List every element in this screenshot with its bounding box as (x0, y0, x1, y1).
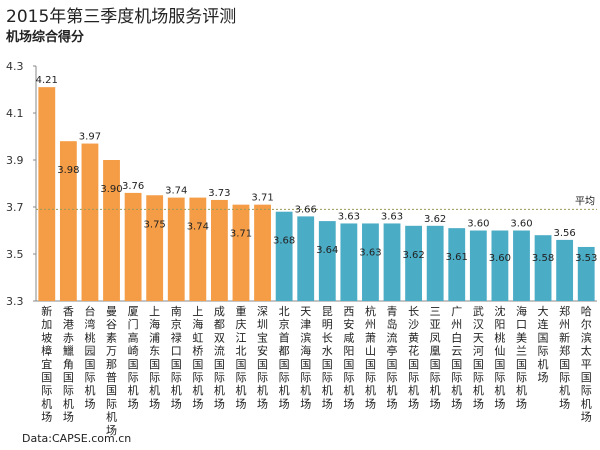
data-source: Data:CAPSE.com.cn (22, 432, 132, 445)
x-category-label: 南京禄口国际机场 (171, 305, 182, 410)
bar (38, 87, 56, 302)
value-label: 3.76 (122, 181, 144, 192)
value-label: 3.73 (208, 188, 230, 199)
x-category-label: 三亚凤凰国际机场 (430, 305, 441, 410)
value-label: 3.62 (402, 250, 424, 261)
bar (405, 225, 423, 301)
x-category-label: 杭州萧山国际机场 (365, 304, 376, 410)
x-category-label: 西安咸阳国际机场 (343, 305, 354, 410)
value-label: 3.58 (532, 253, 554, 264)
value-label: 3.74 (187, 222, 209, 233)
x-category-label: 昆明长水国际机场 (322, 305, 333, 410)
bar (534, 235, 552, 301)
value-label: 3.63 (359, 247, 381, 258)
x-category-label: 曼谷素万那普国际机场 (106, 305, 117, 437)
bar (189, 197, 207, 301)
y-tick-label: 3.3 (6, 295, 24, 308)
bar (469, 230, 487, 301)
bar (146, 195, 164, 301)
x-category-label: 海口美兰国际机场 (516, 304, 527, 410)
x-category-label: 重庆江北国际机场 (235, 304, 246, 410)
y-tick-label: 3.9 (6, 154, 24, 167)
value-label: 3.62 (424, 214, 446, 225)
bar (491, 230, 509, 301)
bar (448, 228, 466, 301)
x-category-label: 广州白云国际机场 (451, 305, 462, 410)
bar (124, 192, 142, 301)
x-category-label: 北京首都国际机场 (279, 305, 290, 410)
y-tick-label: 4.1 (6, 107, 24, 120)
bar (318, 221, 336, 301)
bar (167, 197, 185, 301)
value-label: 3.75 (144, 219, 166, 230)
value-label: 3.61 (446, 252, 468, 263)
bar (297, 216, 315, 301)
value-label: 3.60 (510, 219, 532, 230)
chart-subtitle: 机场综合得分 (6, 30, 85, 45)
value-label: 3.63 (338, 211, 360, 222)
x-category-label: 新加坡樟宜国际机场 (41, 304, 52, 424)
y-tick-label: 3.5 (6, 248, 24, 261)
value-label: 3.97 (79, 132, 101, 143)
bar (232, 204, 250, 301)
average-label: 平均 (575, 195, 595, 207)
value-label: 3.71 (230, 229, 252, 240)
x-category-label: 香港赤鱲角国际机场 (63, 305, 74, 424)
bar (340, 223, 358, 301)
value-label: 3.98 (57, 165, 79, 176)
x-category-label: 深圳宝安国际机场 (257, 305, 268, 410)
x-category-label: 沈阳桃仙国际机场 (494, 304, 505, 410)
chart-title: 2015年第三季度机场服务评测 (6, 7, 237, 27)
x-category-label: 上海虹桥国际机场 (192, 305, 203, 410)
x-category-label: 天津滨海国际机场 (300, 305, 311, 410)
value-label: 3.90 (100, 184, 122, 195)
bar (383, 223, 401, 301)
x-category-label: 哈尔滨太平国际机场 (581, 305, 592, 424)
value-label: 3.63 (381, 211, 403, 222)
bar (556, 239, 574, 301)
x-category-label: 武汉天河国际机场 (473, 305, 484, 410)
bar (362, 223, 379, 301)
x-category-label: 长沙黄花国际机场 (408, 305, 419, 410)
value-label: 3.56 (554, 228, 576, 239)
x-category-label: 上海浦东国际机场 (149, 305, 160, 410)
y-tick-label: 3.7 (6, 201, 24, 214)
value-label: 3.71 (251, 193, 273, 204)
value-label: 3.60 (489, 253, 511, 264)
value-label: 3.53 (575, 253, 597, 264)
bar (210, 199, 228, 301)
bar (59, 141, 77, 301)
bar (103, 160, 120, 301)
x-category-label: 厦门高崎国际机场 (128, 305, 139, 410)
value-label: 4.21 (36, 75, 58, 86)
bar (426, 225, 444, 301)
bar (577, 246, 595, 301)
value-label: 3.64 (316, 245, 338, 256)
x-category-label: 青岛流亭国际机场 (387, 305, 398, 410)
bar (513, 230, 530, 301)
y-tick-label: 4.3 (6, 60, 24, 73)
x-category-label: 成都双流国际机场 (214, 305, 225, 410)
value-label: 3.74 (165, 186, 187, 197)
value-label: 3.66 (295, 204, 317, 215)
value-label: 3.68 (273, 236, 295, 247)
value-label: 3.60 (467, 219, 489, 230)
x-category-label: 郑州新郑国际机场 (559, 304, 570, 410)
x-category-label: 台湾桃园国际机场 (84, 304, 95, 410)
bar (254, 204, 271, 301)
bar (81, 143, 99, 301)
bar (275, 211, 293, 301)
x-category-label: 大连国际机场 (538, 304, 549, 384)
